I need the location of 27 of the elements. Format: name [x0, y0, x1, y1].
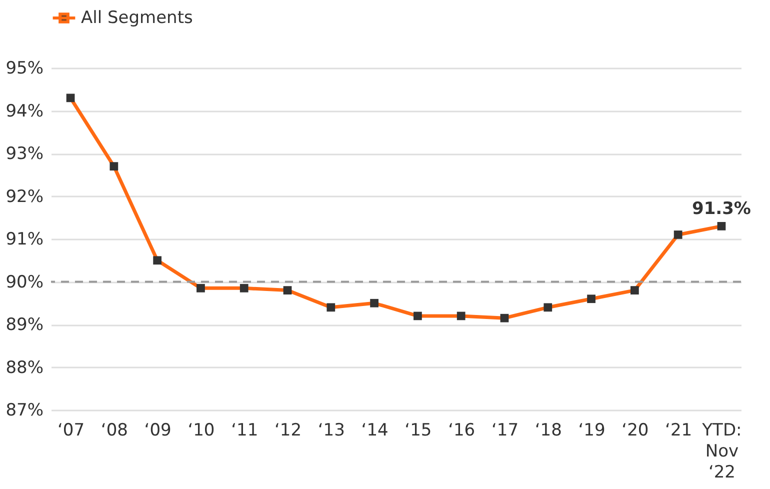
- y-tick-label: 88%: [6, 358, 44, 378]
- x-tick-label: ‘17: [491, 420, 519, 440]
- x-tick-label: ‘16: [448, 420, 476, 440]
- legend-label: All Segments: [81, 8, 193, 28]
- y-tick-label: 90%: [6, 272, 44, 292]
- x-tick-label: ‘19: [578, 420, 606, 440]
- x-tick-label: ‘14: [361, 420, 388, 440]
- x-tick-label: ‘15: [404, 420, 432, 440]
- data-label: 91.3%: [692, 199, 751, 220]
- y-tick-label: 92%: [6, 186, 44, 207]
- x-tick-label: YTD: Nov ‘22: [701, 420, 742, 482]
- x-tick-label: ‘13: [318, 420, 345, 440]
- x-tick-label: ‘10: [188, 420, 215, 440]
- y-tick-label: 87%: [6, 400, 44, 420]
- x-tick-label: ‘20: [622, 420, 649, 440]
- x-tick-label: ‘09: [144, 420, 172, 440]
- x-tick-label: ‘07: [58, 420, 85, 440]
- y-tick-label: 91%: [6, 230, 44, 250]
- x-tick-label: ‘21: [665, 420, 692, 440]
- y-tick-label: 93%: [6, 144, 44, 164]
- y-tick-label: 94%: [6, 101, 44, 122]
- x-tick-label: ‘08: [100, 420, 128, 440]
- y-tick-label: 95%: [6, 58, 44, 78]
- y-tick-label: 89%: [6, 315, 44, 335]
- x-tick-label: ‘11: [231, 420, 258, 440]
- x-tick-label: ‘18: [534, 420, 562, 440]
- x-tick-label: ‘12: [274, 420, 302, 440]
